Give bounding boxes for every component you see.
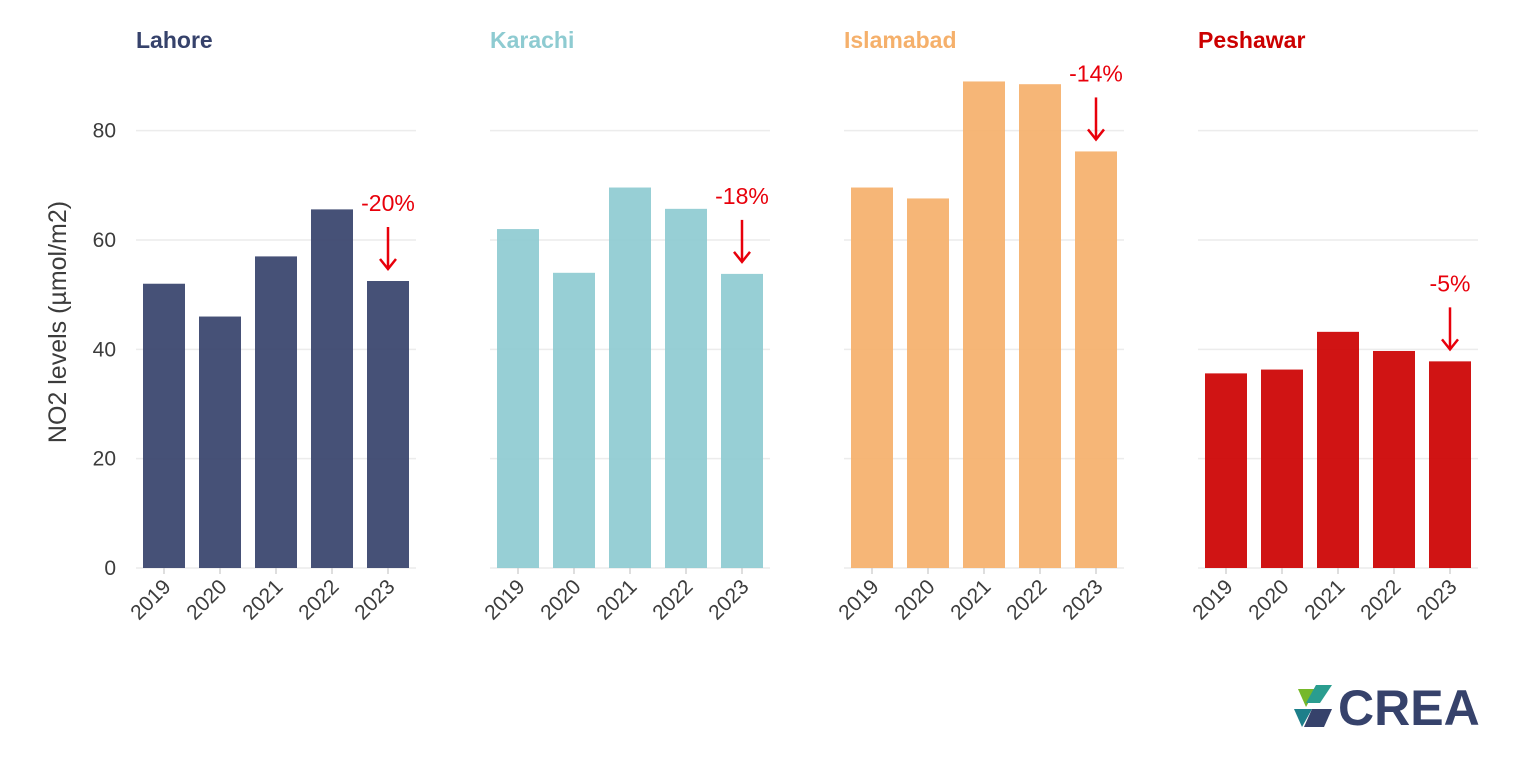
bar-2020 bbox=[199, 316, 241, 568]
y-tick-label: 0 bbox=[104, 557, 116, 580]
panel-islamabad: Islamabad 2019 2020 2021 2022 2023 -14% bbox=[834, 27, 1124, 625]
x-tick-label: 2019 bbox=[834, 575, 883, 624]
panel-title: Lahore bbox=[136, 27, 213, 53]
x-tick-label: 2019 bbox=[1188, 575, 1237, 624]
panel-title: Peshawar bbox=[1198, 27, 1305, 53]
bar-2022 bbox=[1019, 84, 1061, 568]
bar-2022 bbox=[665, 208, 707, 568]
bar-2022 bbox=[311, 209, 353, 569]
bar-2019 bbox=[851, 187, 893, 568]
x-tick-label: 2021 bbox=[592, 575, 641, 624]
y-tick-label: 20 bbox=[93, 448, 116, 471]
panel-peshawar: Peshawar 2019 2020 2021 2022 2023 -5% bbox=[1188, 27, 1478, 625]
y-tick-label: 40 bbox=[93, 338, 116, 361]
x-tick-label: 2022 bbox=[1356, 575, 1405, 624]
bar-2023 bbox=[1429, 361, 1471, 568]
bar-2021 bbox=[255, 256, 297, 568]
arrow-head bbox=[379, 258, 397, 272]
x-tick-label: 2021 bbox=[946, 575, 995, 624]
x-tick-label: 2020 bbox=[536, 575, 585, 624]
arrow-down-icon bbox=[379, 227, 397, 272]
arrow-head bbox=[1441, 338, 1459, 352]
bar-2019 bbox=[497, 229, 539, 569]
crea-leaf-icon bbox=[1294, 685, 1332, 727]
bar-2021 bbox=[1317, 331, 1359, 568]
arrow-down-icon bbox=[1087, 97, 1105, 142]
x-tick-label: 2023 bbox=[704, 575, 753, 624]
logo-text: CREA bbox=[1338, 680, 1480, 736]
x-tick-label: 2023 bbox=[350, 575, 399, 624]
x-tick-label: 2021 bbox=[238, 575, 287, 624]
y-axis-title: NO2 levels (µmol/m2) bbox=[44, 201, 72, 443]
panel-karachi: Karachi 2019 2020 2021 2022 2023 -18% bbox=[480, 27, 770, 625]
bar-2021 bbox=[963, 81, 1005, 568]
x-tick-label: 2022 bbox=[1002, 575, 1051, 624]
bar-2019 bbox=[143, 283, 185, 568]
change-annotation: -18% bbox=[715, 183, 769, 209]
bar-2023 bbox=[367, 281, 409, 568]
crea-logo: CREA bbox=[1294, 680, 1480, 736]
arrow-down-icon bbox=[1441, 307, 1459, 352]
panel-title: Karachi bbox=[490, 27, 574, 53]
panel-lahore: Lahore 2019 2020 2021 2022 2023 -20% bbox=[126, 27, 416, 625]
arrow-head bbox=[1087, 128, 1105, 142]
x-tick-label: 2020 bbox=[1244, 575, 1293, 624]
change-annotation: -5% bbox=[1430, 270, 1471, 296]
x-tick-label: 2020 bbox=[182, 575, 231, 624]
x-tick-label: 2019 bbox=[126, 575, 175, 624]
bar-2021 bbox=[609, 187, 651, 568]
arrow-down-icon bbox=[733, 219, 751, 264]
x-tick-label: 2021 bbox=[1300, 575, 1349, 624]
bar-2020 bbox=[907, 198, 949, 568]
y-tick-label: 80 bbox=[93, 120, 116, 143]
panel-title: Islamabad bbox=[844, 27, 957, 53]
arrow-head bbox=[733, 251, 751, 264]
y-tick-label: 60 bbox=[93, 229, 116, 252]
bar-2020 bbox=[553, 272, 595, 568]
x-tick-label: 2020 bbox=[890, 575, 939, 624]
x-tick-label: 2023 bbox=[1058, 575, 1107, 624]
x-tick-label: 2023 bbox=[1412, 575, 1461, 624]
change-annotation: -20% bbox=[361, 190, 415, 216]
x-tick-label: 2019 bbox=[480, 575, 529, 624]
x-tick-label: 2022 bbox=[294, 575, 343, 624]
x-tick-label: 2022 bbox=[648, 575, 697, 624]
change-annotation: -14% bbox=[1069, 60, 1123, 86]
bar-2020 bbox=[1261, 369, 1303, 568]
bar-2019 bbox=[1205, 373, 1247, 568]
bar-2023 bbox=[1075, 151, 1117, 568]
bar-2023 bbox=[721, 273, 763, 568]
bar-2022 bbox=[1373, 350, 1415, 568]
